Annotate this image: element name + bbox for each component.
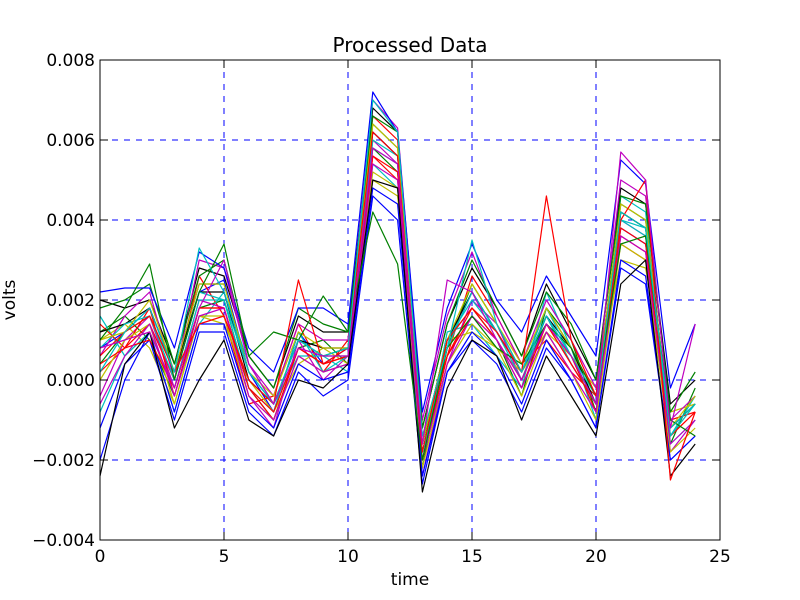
- x-tick-label: 15: [461, 547, 483, 567]
- y-tick-label: 0.002: [46, 291, 95, 311]
- series-line: [99, 163, 696, 461]
- x-tick-label: 10: [337, 547, 359, 567]
- series-line: [99, 179, 696, 493]
- series-line: [99, 147, 696, 445]
- x-tick-label: 25: [709, 547, 731, 567]
- series-lines: [99, 91, 696, 493]
- axis-ticks: 0 5 10 15 20 25 −0.004 −0.002 0.000 0.002 0.004 0.0…: [32, 51, 731, 567]
- y-tick-label: 0.000: [46, 371, 95, 391]
- y-tick-label: 0.004: [46, 211, 95, 231]
- x-tick-label: 0: [95, 547, 106, 567]
- x-axis-label: time: [391, 570, 429, 590]
- x-tick-label: 20: [585, 547, 607, 567]
- y-tick-label: 0.008: [46, 51, 95, 71]
- y-tick-label: 0.006: [46, 131, 95, 151]
- y-axis-label: volts: [0, 280, 20, 321]
- series-line: [99, 131, 696, 481]
- chart-title: Processed Data: [333, 33, 488, 57]
- y-tick-label: −0.004: [32, 531, 95, 551]
- series-line: [99, 99, 696, 421]
- x-tick-label: 5: [219, 547, 230, 567]
- y-tick-label: −0.002: [32, 451, 95, 471]
